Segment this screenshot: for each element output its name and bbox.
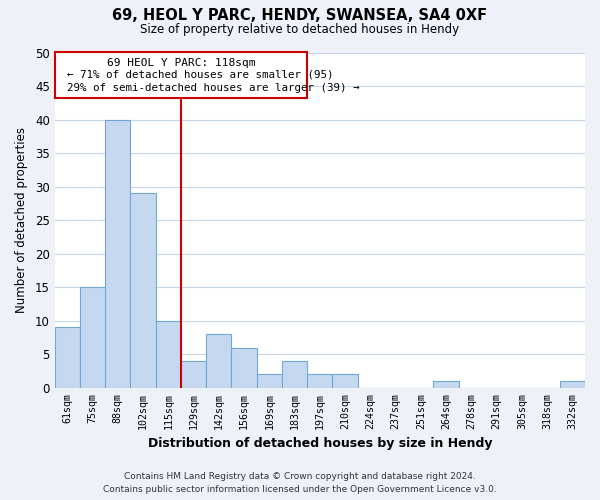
Bar (105, 120, 130, 388)
Bar (332, 374, 358, 388)
Bar (206, 334, 232, 388)
Y-axis label: Number of detached properties: Number of detached properties (15, 127, 28, 313)
Text: ← 71% of detached houses are smaller (95): ← 71% of detached houses are smaller (95… (67, 70, 334, 80)
Bar (257, 374, 282, 388)
Bar (55, 328, 80, 388)
Bar (282, 361, 307, 388)
Bar (130, 194, 155, 388)
X-axis label: Distribution of detached houses by size in Hendy: Distribution of detached houses by size … (148, 437, 492, 450)
Bar (307, 374, 332, 388)
Bar (232, 348, 257, 388)
Bar (433, 381, 459, 388)
Bar (560, 381, 585, 388)
Text: 69, HEOL Y PARC, HENDY, SWANSEA, SA4 0XF: 69, HEOL Y PARC, HENDY, SWANSEA, SA4 0XF (112, 8, 488, 22)
Text: Size of property relative to detached houses in Hendy: Size of property relative to detached ho… (140, 22, 460, 36)
Bar (155, 320, 181, 388)
Text: 69 HEOL Y PARC: 118sqm: 69 HEOL Y PARC: 118sqm (107, 58, 255, 68)
Bar (181, 361, 206, 388)
Bar (80, 287, 105, 388)
Text: Contains HM Land Registry data © Crown copyright and database right 2024.
Contai: Contains HM Land Registry data © Crown c… (103, 472, 497, 494)
Bar (55, 52, 307, 98)
Text: 29% of semi-detached houses are larger (39) →: 29% of semi-detached houses are larger (… (67, 82, 360, 92)
